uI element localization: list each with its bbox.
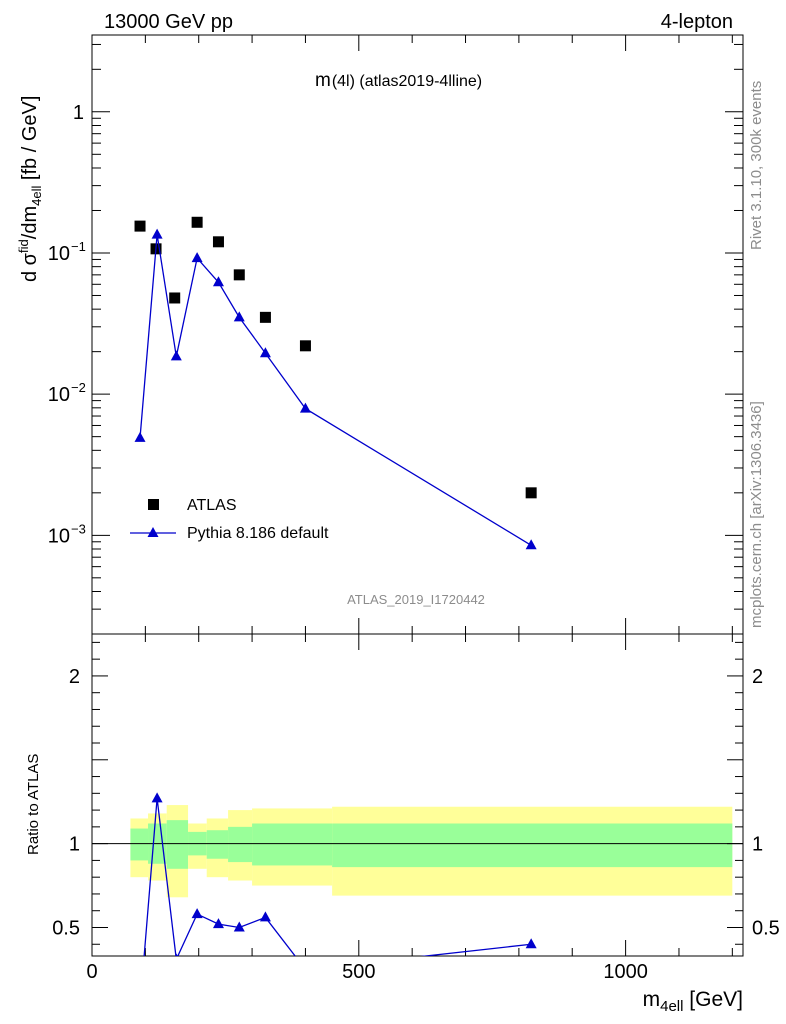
ratio-marker (151, 792, 163, 803)
y-tick-ratio-label-right: 0.5 (752, 917, 780, 939)
ylabel-part-unit: [fb / GeV] (19, 96, 41, 186)
ratio-marker (525, 938, 537, 949)
pythia-marker (525, 539, 537, 550)
atlas-data-point (212, 236, 224, 248)
analysis-watermark: ATLAS_2019_I1720442 (347, 592, 485, 607)
pythia-marker (299, 402, 311, 413)
y-tick-label-exponent: −3 (71, 521, 86, 536)
x-tick-label: 1000 (603, 961, 648, 983)
legend: ATLAS Pythia 8.186 default (130, 497, 329, 542)
y-tick-ratio-label-right: 2 (752, 666, 763, 688)
y-tick-label-pow: 10 (48, 525, 70, 547)
pythia-marker (212, 276, 224, 287)
y-tick-ratio-label-left: 1 (69, 834, 80, 856)
xlabel-sub: 4ell (660, 998, 683, 1015)
legend-atlas-label: ATLAS (187, 497, 237, 514)
atlas-data-point (233, 269, 245, 281)
atlas-data-point (299, 340, 311, 352)
pythia-marker (134, 431, 146, 442)
y-tick-label-exponent: −1 (71, 239, 86, 254)
pythia-marker (233, 311, 245, 322)
atlas-data-point (525, 487, 537, 499)
plot-title: m(4l) (atlas2019-4lline) (315, 70, 482, 91)
ratio-marker (174, 953, 178, 956)
ratio-marker (259, 911, 271, 922)
legend-pythia-marker (147, 527, 159, 537)
y-tick-ratio-label-right: 1 (752, 834, 763, 856)
plot-title-sub: (4l) (atlas2019-4lline) (332, 73, 482, 90)
main-plot-frame (91, 34, 744, 635)
ratio-marker (212, 918, 224, 929)
ylabel-part-dsigma: d σ (19, 252, 41, 282)
ratio-marker (135, 1000, 146, 1010)
x-tick-label: 0 (86, 961, 97, 983)
band-inner-4 (206, 830, 229, 859)
mcplots-reference-label: mcplots.cern.ch [arXiv:1306.3436] (748, 401, 765, 628)
ratio-uncertainty-bands (92, 805, 743, 898)
pythia-marker (170, 350, 182, 361)
ylabel-part-4ell: 4ell (29, 186, 44, 206)
plot-title-main: m (315, 70, 331, 91)
band-inner-6 (252, 823, 333, 866)
ratio-y-axis-label: Ratio to ATLAS (25, 754, 42, 855)
ratio-marker (233, 921, 245, 932)
ylabel-part-fid: fid (16, 239, 31, 253)
y-tick-label-1: 1 (73, 102, 84, 124)
atlas-data-point (259, 311, 271, 323)
header-right-text: 4-lepton (661, 11, 733, 33)
main-plot-marks (134, 216, 537, 550)
band-inner-5 (228, 826, 253, 863)
ratio-marker (191, 908, 203, 919)
atlas-data-point (169, 292, 181, 304)
rivet-version-label: Rivet 3.1.10, 300k events (748, 81, 765, 250)
legend-pythia-label: Pythia 8.186 default (187, 525, 329, 542)
x-tick-label: 500 (342, 961, 375, 983)
band-inner-2 (166, 820, 189, 869)
atlas-data-point (134, 220, 146, 232)
ratio-plot-frame (91, 633, 744, 957)
pythia-marker (259, 347, 271, 358)
y-tick-label-pow: 10 (48, 384, 70, 406)
band-inner-0 (130, 828, 149, 861)
y-tick-label-exponent: −2 (71, 380, 86, 395)
ratio-plot-marks (135, 792, 537, 1010)
main-y-axis-label: d σfid/dm4ell [fb / GeV] (16, 96, 44, 282)
band-inner-7 (332, 823, 733, 868)
y-tick-ratio-label-left: 0.5 (52, 917, 80, 939)
header-left-text: 13000 GeV pp (104, 11, 233, 33)
ratio-marker (300, 963, 311, 973)
xlabel-unit: [GeV] (683, 988, 743, 1011)
y-tick-ratio-label-left: 2 (69, 666, 80, 688)
legend-atlas-marker (148, 499, 159, 510)
pythia-marker (191, 252, 203, 263)
pythia-marker (151, 228, 163, 239)
x-axis-label: m4ell [GeV] (643, 988, 743, 1015)
ylabel-part-dm: /dm (19, 206, 41, 239)
atlas-data-point (191, 216, 203, 228)
y-tick-label-pow: 10 (48, 243, 70, 265)
xlabel-main: m (643, 988, 661, 1011)
